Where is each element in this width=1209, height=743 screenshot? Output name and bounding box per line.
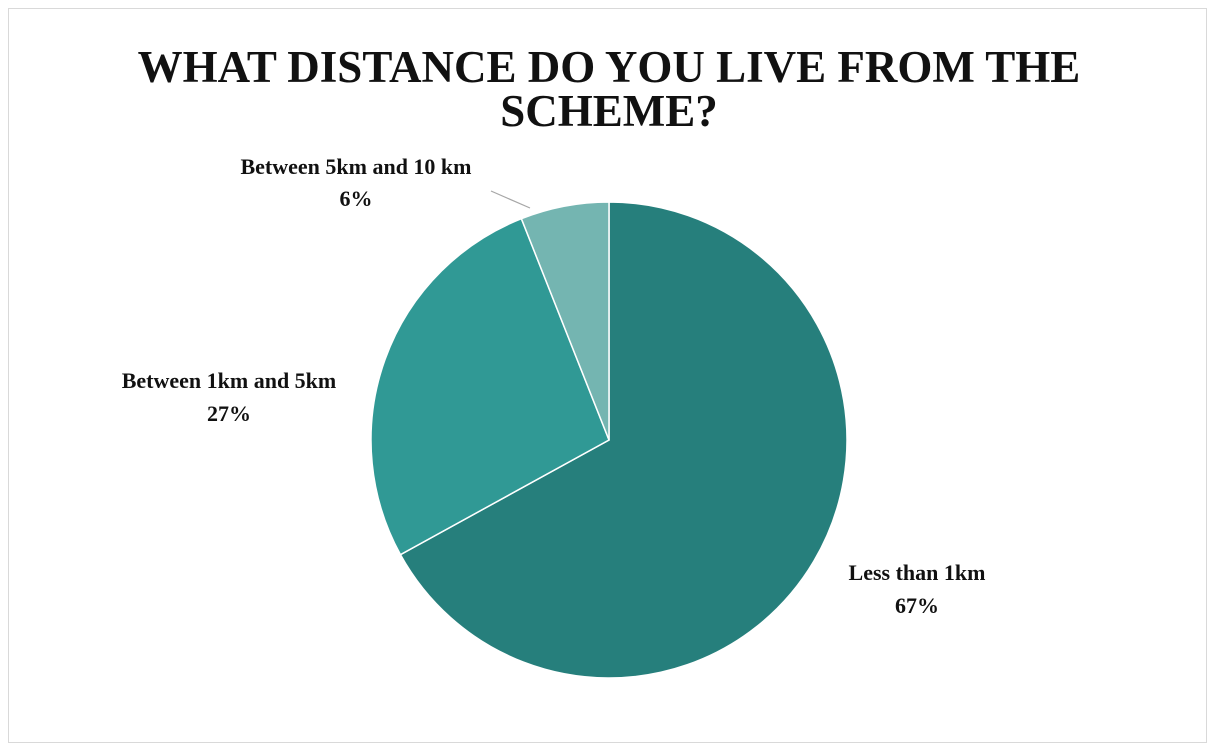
slice-label-value-1km-5km: 27% bbox=[207, 401, 251, 426]
pie-slice-5km-10km bbox=[520, 201, 610, 441]
slice-label-value-less-than-1km: 67% bbox=[895, 593, 939, 618]
slice-labels: Less than 1km 67% Between 1km and 5km 27… bbox=[122, 154, 986, 618]
slice-label-value-5km-10km: 6% bbox=[340, 186, 373, 211]
slice-label-category-less-than-1km: Less than 1km bbox=[849, 560, 986, 585]
leader-line bbox=[490, 190, 531, 209]
pie-slice-1km-5km bbox=[370, 217, 610, 556]
pie-slices bbox=[370, 201, 848, 679]
chart-title-line-2: SCHEME? bbox=[500, 86, 718, 136]
pie-slice-less-than-1km bbox=[399, 201, 848, 679]
slice-label-category-5km-10km: Between 5km and 10 km bbox=[240, 154, 471, 179]
slice-label-category-1km-5km: Between 1km and 5km bbox=[122, 368, 337, 393]
chart-title-line-1: WHAT DISTANCE DO YOU LIVE FROM THE bbox=[138, 42, 1081, 92]
chart-title: WHAT DISTANCE DO YOU LIVE FROM THE SCHEM… bbox=[138, 42, 1081, 136]
